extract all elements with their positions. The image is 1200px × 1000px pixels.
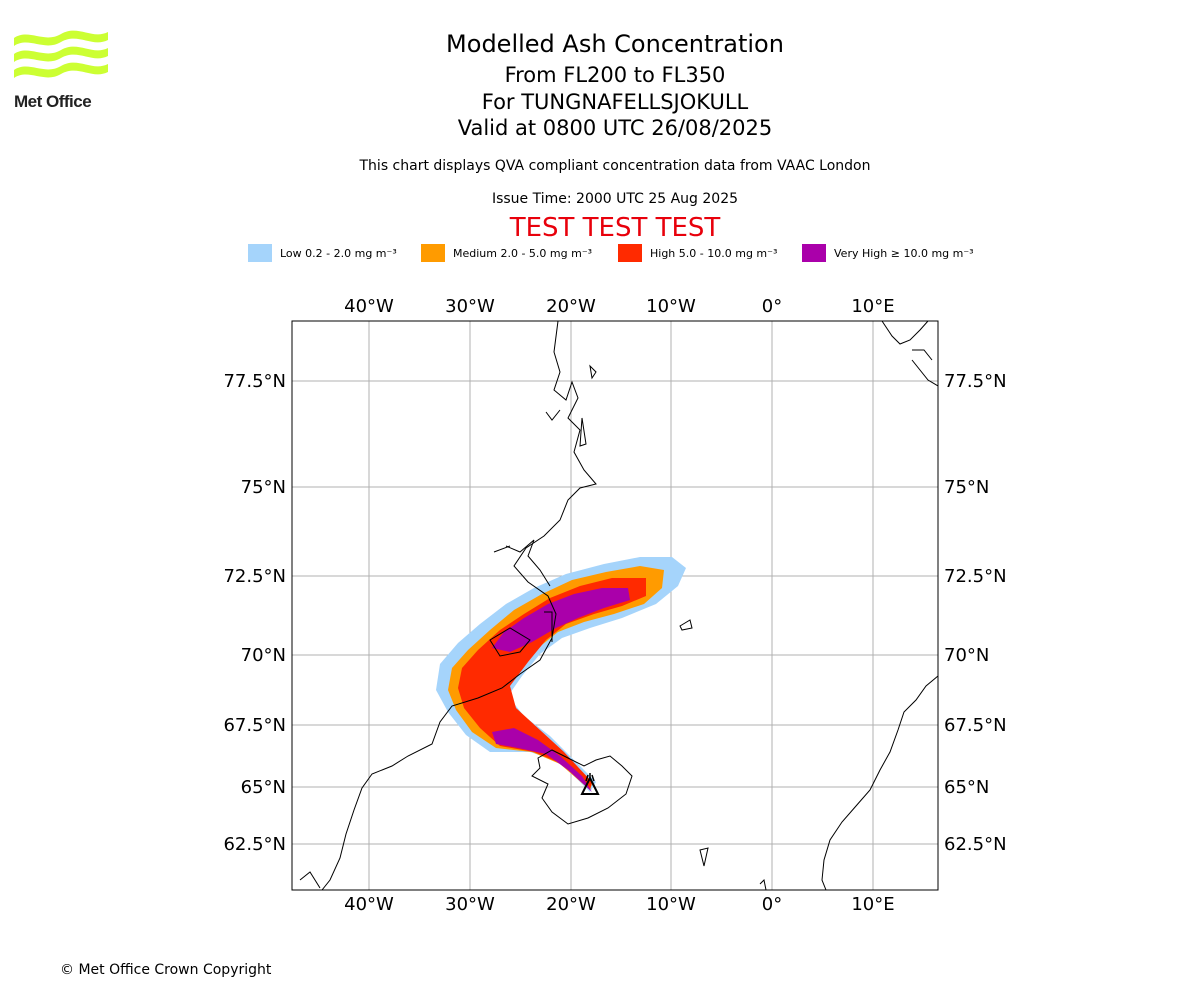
volcano-name: For TUNGNAFELLSJOKULL — [481, 90, 749, 114]
lat-label-right-72-5n: 72.5°N — [944, 566, 1007, 587]
lat-label-left-77-5n: 77.5°N — [223, 371, 286, 392]
lat-label-right-67-5n: 67.5°N — [944, 715, 1007, 736]
legend: Low 0.2 - 2.0 mg m⁻³ Medium 2.0 - 5.0 mg… — [0, 244, 1200, 264]
ash-plume — [436, 557, 686, 792]
lon-label-bottom-10e: 10°E — [851, 894, 894, 915]
met-office-logo: Met Office — [14, 30, 108, 114]
legend-label-very-high: Very High ≥ 10.0 mg m⁻³ — [834, 247, 974, 260]
coastline-iceland — [531, 749, 633, 825]
lon-label-top-30w: 30°W — [445, 296, 495, 317]
map-frame — [291, 320, 939, 891]
valid-time: Valid at 0800 UTC 26/08/2025 — [457, 116, 773, 140]
lon-label-top-10e: 10°E — [851, 296, 894, 317]
lon-label-bottom-10w: 10°W — [646, 894, 696, 915]
volcano-marker — [580, 773, 600, 795]
lat-label-right-77-5n: 77.5°N — [944, 371, 1007, 392]
coastline-norway — [821, 675, 938, 890]
lat-label-right-65n: 65°N — [944, 777, 989, 798]
lat-label-right-62-5n: 62.5°N — [944, 834, 1007, 855]
lon-label-bottom-40w: 40°W — [344, 894, 394, 915]
chart-title: Modelled Ash Concentration — [446, 30, 784, 58]
legend-label-low: Low 0.2 - 2.0 mg m⁻³ — [280, 247, 397, 260]
flight-levels: From FL200 to FL350 — [504, 63, 726, 87]
lon-label-bottom-20w: 20°W — [546, 894, 596, 915]
legend-swatch-high — [618, 244, 642, 262]
ash-very-high-area — [492, 588, 630, 792]
lat-label-left-75n: 75°N — [241, 477, 286, 498]
coastlines — [299, 321, 938, 890]
lon-label-bottom-0: 0° — [762, 894, 782, 915]
met-office-logo-waves — [14, 30, 108, 78]
legend-label-high: High 5.0 - 10.0 mg m⁻³ — [650, 247, 778, 260]
lat-label-left-67-5n: 67.5°N — [223, 715, 286, 736]
lat-label-left-65n: 65°N — [241, 777, 286, 798]
chart-subtitle: This chart displays QVA compliant concen… — [359, 158, 871, 174]
lat-label-left-62-5n: 62.5°N — [223, 834, 286, 855]
lat-label-right-75n: 75°N — [944, 477, 989, 498]
legend-swatch-low — [248, 244, 272, 262]
issue-time: Issue Time: 2000 UTC 25 Aug 2025 — [491, 191, 739, 207]
lat-label-left-70n: 70°N — [241, 645, 286, 666]
met-office-logo-text: Met Office — [14, 92, 92, 111]
lon-label-top-0: 0° — [762, 296, 782, 317]
copyright-notice: © Met Office Crown Copyright — [60, 962, 272, 978]
test-banner: TEST TEST TEST — [509, 213, 721, 243]
lat-label-right-70n: 70°N — [944, 645, 989, 666]
lon-label-top-10w: 10°W — [646, 296, 696, 317]
legend-label-medium: Medium 2.0 - 5.0 mg m⁻³ — [453, 247, 593, 260]
lon-label-top-40w: 40°W — [344, 296, 394, 317]
coastline-greenland — [321, 321, 597, 890]
legend-swatch-very-high — [802, 244, 826, 262]
legend-swatch-medium — [421, 244, 445, 262]
lat-label-left-72-5n: 72.5°N — [223, 566, 286, 587]
lon-label-bottom-30w: 30°W — [445, 894, 495, 915]
lon-label-top-20w: 20°W — [546, 296, 596, 317]
